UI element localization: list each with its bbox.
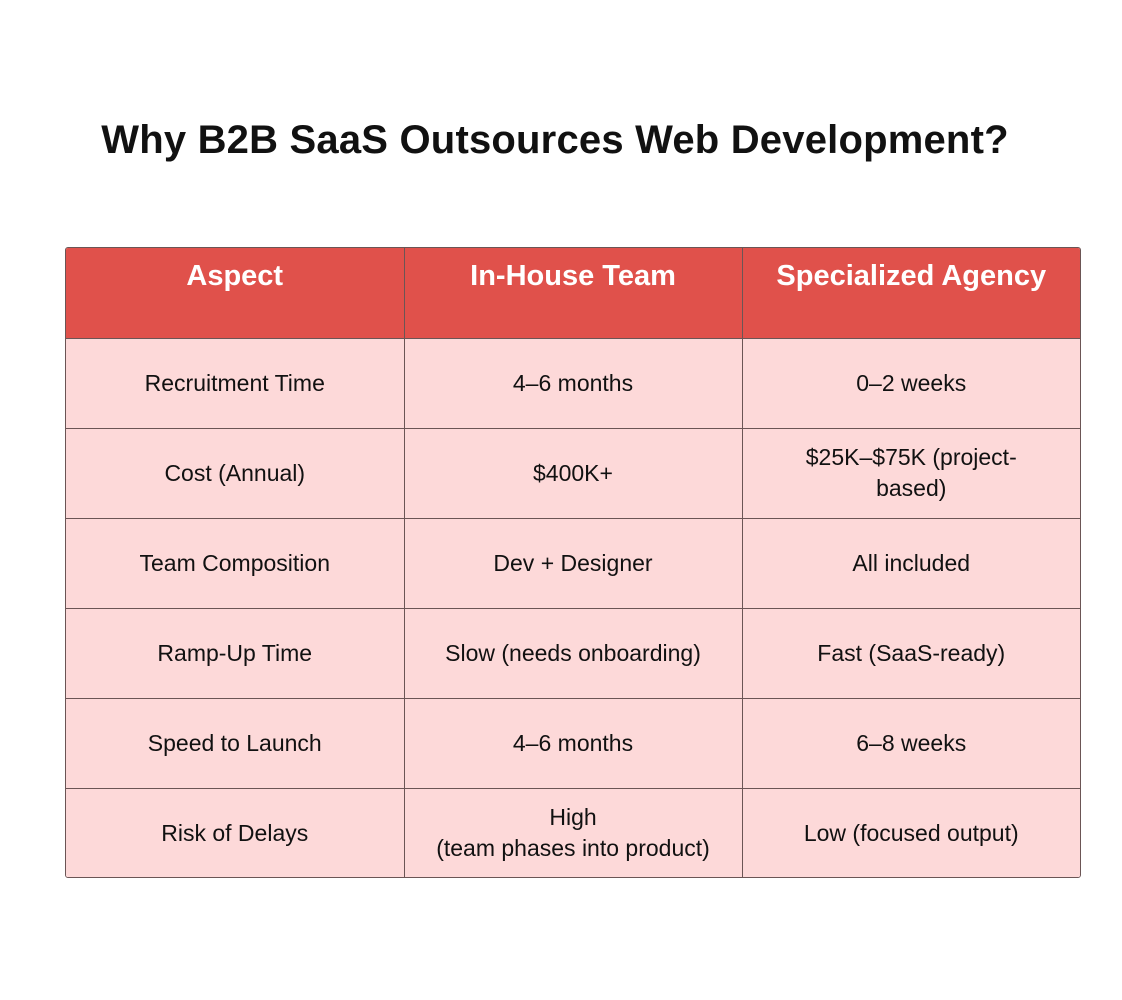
comparison-table: Aspect In-House Team Specialized Agency …: [65, 247, 1081, 878]
table-row: Speed to Launch 4–6 months 6–8 weeks: [66, 698, 1080, 789]
table-cell-aspect: Cost (Annual): [66, 428, 405, 519]
table-cell-agency: 6–8 weeks: [742, 698, 1080, 789]
column-header-aspect: Aspect: [66, 248, 405, 339]
table-cell-agency: All included: [742, 518, 1080, 609]
table-cell-in-house: 4–6 months: [404, 338, 743, 429]
table-cell-aspect: Risk of Delays: [66, 788, 405, 877]
table-header-row: Aspect In-House Team Specialized Agency: [66, 248, 1080, 339]
table-cell-agency: Fast (SaaS-ready): [742, 608, 1080, 699]
table-row: Team Composition Dev + Designer All incl…: [66, 518, 1080, 609]
table-row: Ramp-Up Time Slow (needs onboarding) Fas…: [66, 608, 1080, 699]
table-cell-in-house: Dev + Designer: [404, 518, 743, 609]
table-row: Risk of Delays High (team phases into pr…: [66, 788, 1080, 877]
table-cell-aspect: Speed to Launch: [66, 698, 405, 789]
table-cell-in-house: $400K+: [404, 428, 743, 519]
table-cell-in-house: 4–6 months: [404, 698, 743, 789]
table-cell-agency: $25K–$75K (project- based): [742, 428, 1080, 519]
column-header-specialized-agency: Specialized Agency: [742, 248, 1080, 339]
column-header-in-house-team: In-House Team: [404, 248, 743, 339]
table-cell-in-house: High (team phases into product): [404, 788, 743, 877]
table-row: Recruitment Time 4–6 months 0–2 weeks: [66, 338, 1080, 429]
comparison-table-grid: Aspect In-House Team Specialized Agency …: [66, 248, 1080, 877]
table-cell-aspect: Ramp-Up Time: [66, 608, 405, 699]
table-row: Cost (Annual) $400K+ $25K–$75K (project-…: [66, 428, 1080, 519]
table-cell-aspect: Recruitment Time: [66, 338, 405, 429]
table-cell-agency: Low (focused output): [742, 788, 1080, 877]
table-cell-in-house: Slow (needs onboarding): [404, 608, 743, 699]
table-cell-aspect: Team Composition: [66, 518, 405, 609]
table-cell-agency: 0–2 weeks: [742, 338, 1080, 429]
page-title: Why B2B SaaS Outsources Web Development?: [101, 118, 1009, 162]
